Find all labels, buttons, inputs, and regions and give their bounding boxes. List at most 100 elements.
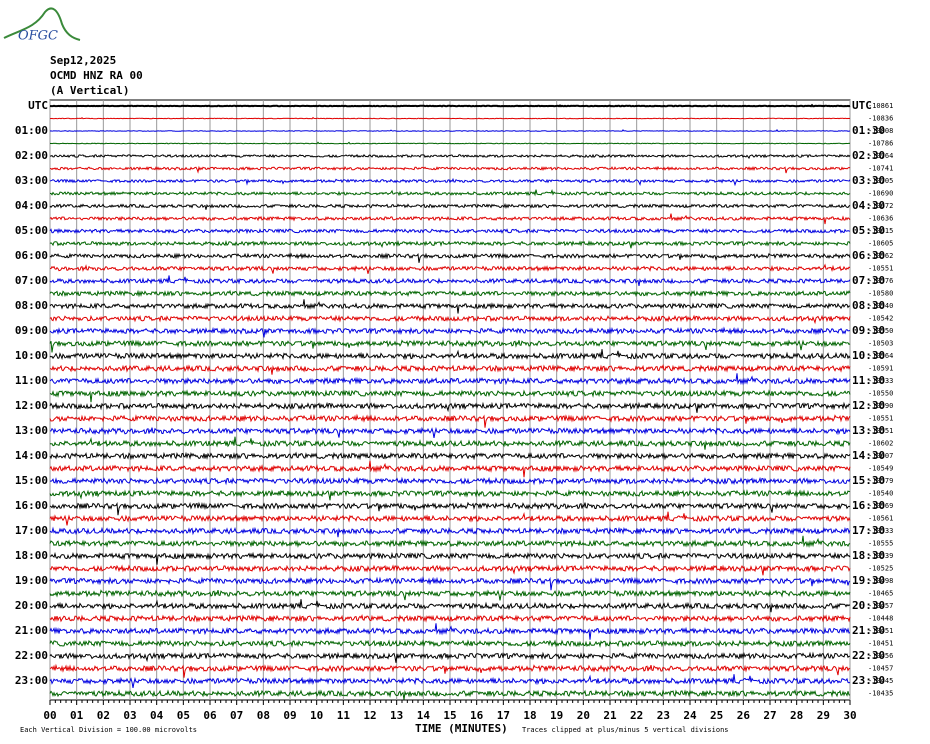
left-time-label: 08:00 [15, 299, 48, 312]
x-tick-label: 16 [470, 709, 484, 722]
trace [49, 639, 851, 648]
x-tick-label: 08 [257, 709, 270, 722]
x-axis-label: TIME (MINUTES) [415, 722, 508, 735]
trace [49, 116, 851, 120]
right-time-label: 21:30 [852, 624, 885, 637]
trace [49, 589, 851, 601]
right-time-label: 15:30 [852, 474, 885, 487]
trace-offset: -10550 [868, 327, 893, 335]
trace-offset: -10457 [868, 665, 893, 673]
x-tick-label: 03 [123, 709, 136, 722]
trace-offset: -10539 [868, 552, 893, 560]
station: OCMD HNZ RA 00 [50, 69, 143, 82]
right-time-label: 07:30 [852, 274, 885, 287]
trace [49, 526, 851, 538]
trace-offset: -10457 [868, 602, 893, 610]
left-time-label: 23:00 [15, 674, 48, 687]
component: (A Vertical) [50, 84, 129, 97]
right-time-label: 04:30 [852, 199, 885, 212]
logo-text: OFGC [18, 29, 58, 44]
trace-offset: -10451 [868, 640, 893, 648]
right-time-label: UTC [852, 99, 872, 112]
left-time-label: 19:00 [15, 574, 48, 587]
trace-offset: -10562 [868, 252, 893, 260]
trace [49, 389, 851, 403]
trace [49, 535, 851, 548]
x-tick-label: 11 [337, 709, 351, 722]
x-tick-label: 23 [657, 709, 670, 722]
trace-offset: -10551 [868, 265, 893, 273]
trace [49, 153, 851, 160]
trace-offset: -10451 [868, 627, 893, 635]
trace-offset: -10576 [868, 277, 893, 285]
trace [49, 401, 851, 413]
x-tick-label: 24 [683, 709, 697, 722]
trace [49, 501, 851, 516]
trace [49, 177, 851, 187]
x-tick-label: 18 [523, 709, 536, 722]
left-time-label: 10:00 [15, 349, 48, 362]
trace-offset: -10533 [868, 527, 893, 535]
trace-offset: -10591 [868, 365, 893, 373]
left-time-label: 22:00 [15, 649, 48, 662]
right-time-label: 22:30 [852, 649, 885, 662]
trace [49, 189, 851, 197]
trace [49, 252, 851, 263]
right-time-label: 17:30 [852, 524, 885, 537]
trace-offset: -10456 [868, 652, 893, 660]
trace [49, 299, 851, 314]
left-time-label: 12:00 [15, 399, 48, 412]
x-tick-label: 27 [763, 709, 776, 722]
left-time-label: 07:00 [15, 274, 48, 287]
x-tick-label: 07 [230, 709, 243, 722]
right-time-label: 02:30 [852, 149, 885, 162]
x-tick-label: 30 [843, 709, 856, 722]
trace-offset: -10605 [868, 240, 893, 248]
right-time-label: 14:30 [852, 449, 885, 462]
x-tick-label: 28 [790, 709, 803, 722]
left-time-label: 21:00 [15, 624, 48, 637]
trace-offset: -10503 [868, 340, 893, 348]
right-time-label: 19:30 [852, 574, 885, 587]
trace [49, 576, 851, 591]
trace [49, 511, 851, 526]
trace [49, 203, 851, 210]
trace-offset: -10672 [868, 202, 893, 210]
right-time-label: 12:30 [852, 399, 885, 412]
trace [49, 240, 851, 249]
trace-offset: -10448 [868, 615, 893, 623]
left-time-label: 18:00 [15, 549, 48, 562]
trace [49, 599, 851, 613]
trace [49, 663, 851, 678]
right-time-label: 03:30 [852, 174, 885, 187]
trace-offset: -10435 [868, 690, 893, 698]
trace [49, 564, 851, 576]
x-tick-label: 10 [310, 709, 323, 722]
trace [49, 339, 851, 353]
trace-offset: -10551 [868, 427, 893, 435]
x-tick-label: 06 [203, 709, 217, 722]
left-time-label: 11:00 [15, 374, 48, 387]
clip-note: Traces clipped at plus/minus 5 vertical … [522, 726, 729, 734]
left-time-label: 06:00 [15, 249, 48, 262]
trace-offset: -10580 [868, 290, 893, 298]
left-time-label: 03:00 [15, 174, 48, 187]
right-time-label: 16:30 [852, 499, 885, 512]
trace-offset: -10607 [868, 452, 893, 460]
left-time-label: 02:00 [15, 149, 48, 162]
trace-offset: -10498 [868, 577, 893, 585]
trace-offset: -10540 [868, 490, 893, 498]
trace-offset: -10590 [868, 402, 893, 410]
trace [49, 349, 851, 361]
right-time-label: 18:30 [852, 549, 885, 562]
left-time-label: UTC [28, 99, 48, 112]
trace [49, 614, 851, 623]
trace [49, 227, 851, 235]
x-tick-label: 25 [710, 709, 723, 722]
trace-offset: -10533 [868, 377, 893, 385]
right-time-label: 05:30 [852, 224, 885, 237]
trace-offset: -10525 [868, 565, 893, 573]
trace-offset: -10861 [868, 102, 893, 110]
trace-offset: -10551 [868, 415, 893, 423]
trace [49, 165, 851, 174]
